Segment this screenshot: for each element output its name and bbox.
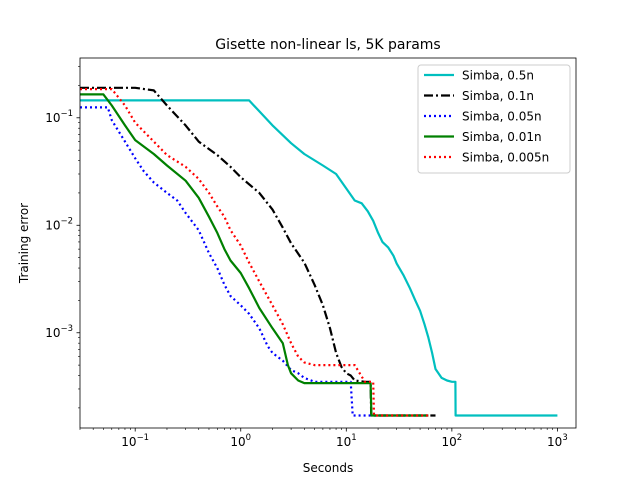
x-axis-ticks: 10−1 100 101 102 103 (79, 428, 568, 449)
legend-label-2: Simba, 0.1n (462, 89, 534, 103)
x-tick-label: 101 (336, 433, 357, 449)
legend-label-1: Simba, 0.5n (462, 69, 534, 83)
series-line-1 (80, 99, 558, 417)
series-line-4 (80, 93, 429, 417)
plot-frame (79, 57, 577, 429)
legend-label-3: Simba, 0.05n (462, 110, 542, 124)
x-axis-label: Seconds (303, 461, 353, 475)
chart-title: Gisette non-linear ls, 5K params (215, 37, 440, 53)
legend-label-5: Simba, 0.005n (462, 151, 549, 165)
x-tick-label: 10−1 (121, 433, 149, 449)
y-tick-label: 10−2 (45, 216, 73, 232)
series-layer (80, 86, 558, 417)
legend-label-4: Simba, 0.01n (462, 130, 542, 144)
y-tick-label: 10−3 (45, 324, 73, 340)
series-line-3 (80, 106, 429, 417)
x-tick-label: 103 (547, 433, 568, 449)
legend: Simba, 0.5n Simba, 0.1n Simba, 0.05n Simba,… (417, 64, 571, 174)
x-tick-label: 102 (442, 433, 463, 449)
y-tick-label: 10−1 (45, 109, 73, 125)
legend-box (417, 64, 571, 174)
y-axis-label: Training error (17, 203, 31, 284)
x-tick-label: 100 (230, 433, 251, 449)
series-line-5 (80, 87, 429, 417)
y-axis-ticks: 10−3 10−2 10−1 (45, 66, 80, 409)
